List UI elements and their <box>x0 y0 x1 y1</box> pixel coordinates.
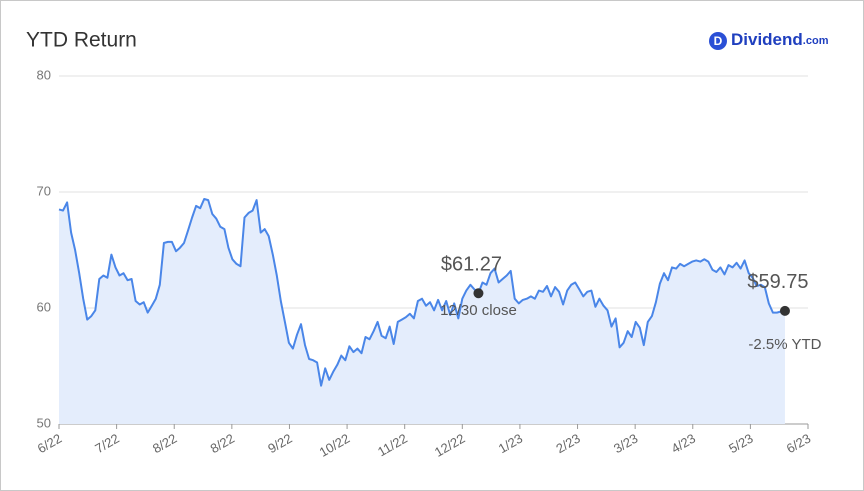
annotation-dot <box>779 305 790 316</box>
annotation-value: $61.27 <box>441 254 502 276</box>
brand-name-text: Dividend <box>731 30 803 49</box>
annotation-note: -2.5% YTD <box>748 336 821 353</box>
y-tick-label: 60 <box>37 299 51 314</box>
y-tick-label: 80 <box>37 67 51 82</box>
brand-logo: D Dividend.com <box>709 30 829 50</box>
brand-icon: D <box>714 34 723 48</box>
brand-name: Dividend.com <box>731 30 829 49</box>
y-tick-label: 70 <box>37 183 51 198</box>
brand-icon-bg <box>709 32 727 50</box>
y-tick-label: 50 <box>37 415 51 430</box>
price-line <box>58 198 786 387</box>
area-fill <box>59 199 785 424</box>
chart-title: YTD Return <box>26 29 137 52</box>
brand-suffix: .com <box>803 35 829 47</box>
annotation-dot <box>473 288 484 299</box>
annotation-note: 12/30 close <box>440 302 517 319</box>
annotation-value: $59.75 <box>747 271 808 293</box>
